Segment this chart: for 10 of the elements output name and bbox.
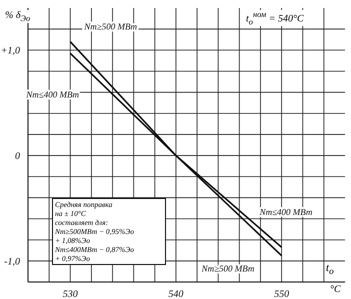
y-tick-label: -1,0: [4, 256, 20, 268]
x-tick-label: 550: [274, 289, 290, 299]
y-axis-title: % δ$_{Эо}$: [4, 10, 32, 23]
y-tick-label: +1,0: [0, 46, 20, 57]
y-tick-label: 0: [15, 151, 20, 162]
x-tick-label: 530: [62, 289, 78, 299]
x-tick-label: 540: [168, 289, 184, 299]
x-axis-title: t$_{о}$: [326, 262, 334, 276]
annotation: t$_{о}$$^{ном}$ = 540°C: [244, 10, 306, 26]
text: °C: [330, 284, 341, 295]
